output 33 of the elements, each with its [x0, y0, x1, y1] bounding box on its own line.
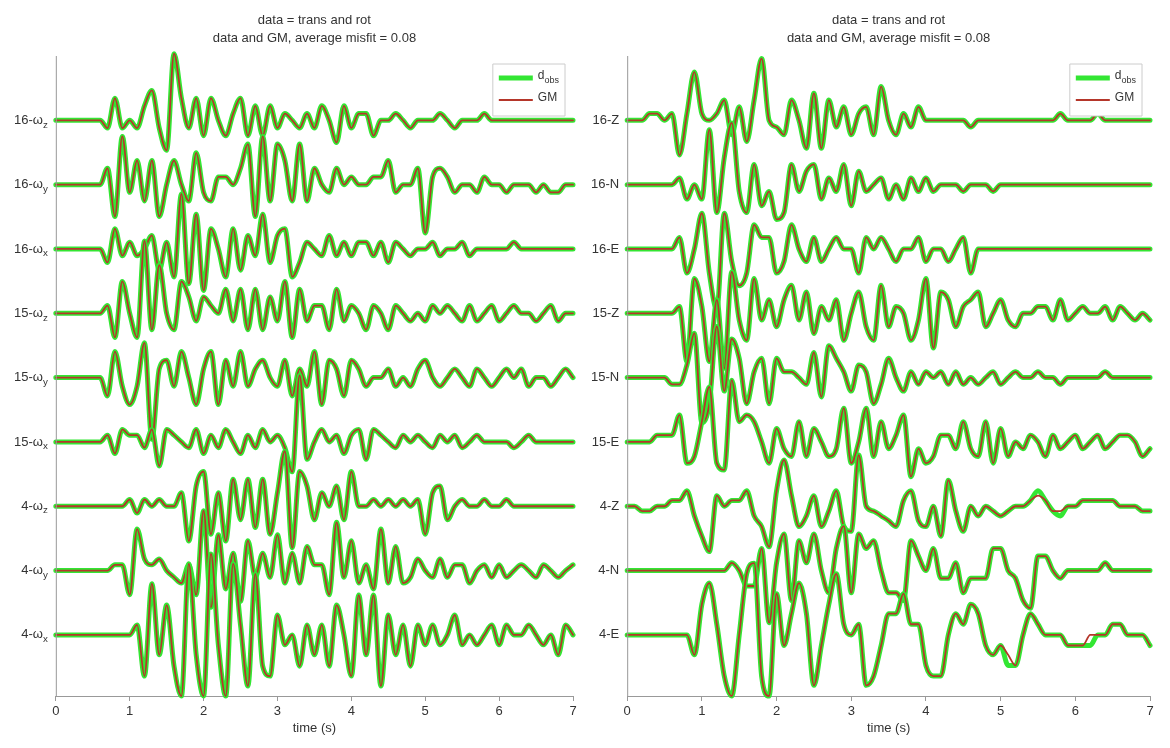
y-axis-title: 15-N	[591, 369, 620, 385]
x-tick-label: 5	[997, 703, 1005, 719]
x-tick-label: 7	[1146, 703, 1154, 719]
y-axis-title: 15-E	[591, 433, 620, 449]
x-tick-label: 3	[273, 703, 282, 719]
y-axis-title: 4-Z	[599, 497, 620, 513]
x-tick-label: 0	[52, 703, 60, 719]
y-axis-title: 4-N	[598, 562, 620, 578]
legend-label: GM	[537, 90, 558, 105]
x-tick-label: 4	[922, 703, 930, 719]
y-axis-title: 16-Z	[592, 111, 620, 127]
y-axis-title: 15-Z	[592, 304, 620, 320]
x-tick-label: 2	[199, 703, 208, 719]
x-tick-label: 1	[126, 703, 134, 719]
legend-label: GM	[1114, 90, 1135, 105]
x-tick-label: 6	[495, 703, 503, 719]
x-axis-title: time (s)	[292, 719, 337, 735]
chart-title: data = trans and rot	[832, 11, 946, 27]
y-axis-title: 4-E	[598, 626, 620, 642]
x-tick-label: 2	[772, 703, 781, 719]
chart-title: data = trans and rot	[257, 11, 372, 27]
x-tick-label: 3	[847, 703, 855, 719]
chart-subtitle: data and GM, average misfit = 0.08	[786, 29, 991, 45]
x-tick-label: 4	[347, 703, 355, 719]
x-axis-title: time (s)	[866, 719, 911, 735]
y-axis-title: 16-N	[591, 176, 620, 192]
x-tick-label: 6	[1071, 703, 1079, 719]
x-tick-label: 5	[421, 703, 429, 719]
x-tick-label: 7	[569, 703, 577, 719]
y-axis-title: 16-E	[591, 240, 620, 256]
x-tick-label: 1	[698, 703, 706, 719]
chart-subtitle: data and GM, average misfit = 0.08	[212, 29, 417, 45]
x-tick-label: 0	[623, 703, 631, 719]
